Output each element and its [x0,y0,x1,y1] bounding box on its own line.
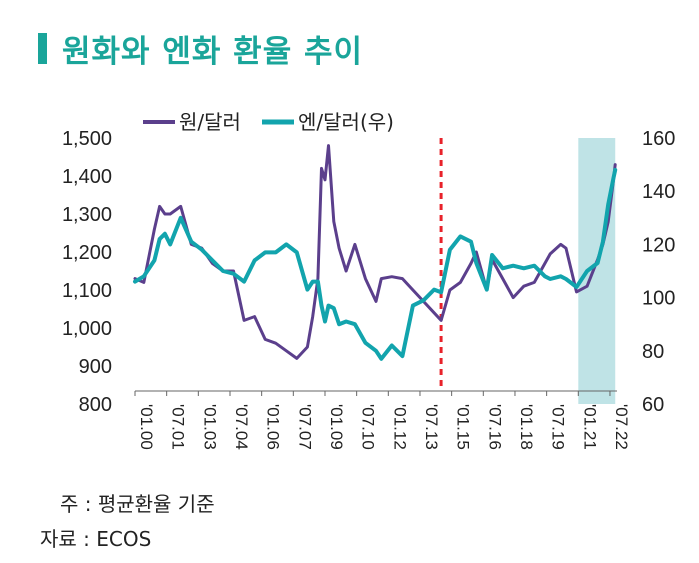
x-axis-tick-label: '07.01 [169,404,188,450]
right-axis-tick-label: 160 [642,128,675,150]
right-axis-tick-label: 80 [642,341,664,363]
x-axis-tick-label: '01.06 [264,404,283,450]
left-axis-tick-label: 1,200 [62,242,112,264]
left-axis-tick-label: 1,000 [62,318,112,340]
right-axis-tick-label: 60 [642,394,664,416]
left-axis-tick-label: 1,100 [62,280,112,302]
left-axis-tick-label: 1,300 [62,204,112,226]
legend-won-label: 원/달러 [179,110,241,134]
x-axis-tick-label: '07.22 [612,404,631,450]
x-axis-tick-label: '07.07 [295,404,314,450]
right-axis-tick-label: 140 [642,181,675,203]
x-axis-tick-label: '01.00 [137,404,156,450]
x-axis-tick-label: '01.12 [390,404,409,450]
shaded-period [578,138,616,404]
title-accent-bar [38,33,47,64]
footnote: 주 : 평균환율 기준 [60,492,215,516]
won-dollar-line [133,144,617,360]
x-axis-tick-label: '01.09 [327,404,346,450]
left-axis-tick-label: 1,500 [62,128,112,150]
x-axis-tick-label: '01.21 [580,404,599,450]
yen-dollar-line [133,167,618,361]
x-axis-tick-label: '07.19 [549,404,568,450]
x-axis-tick-label: '01.03 [200,404,219,450]
chart-title: 원화와 엔화 환율 추이 [62,34,364,70]
right-axis-tick-label: 100 [642,288,675,310]
left-axis-tick-label: 900 [79,356,112,378]
left-axis-tick-label: 1,400 [62,166,112,188]
right-axis-tick-label: 120 [642,234,675,256]
exchange-rate-chart: 1,500 1,400 1,300 1,200 1,100 1,000 900 800 160 1… [62,110,675,450]
x-axis-tick-label: '01.15 [454,404,473,450]
x-axis-tick-label: '07.16 [485,404,504,450]
x-axis-tick-label: '01.18 [517,404,536,450]
source-note: 자료 : ECOS [40,527,152,551]
legend-yen-label: 엔/달러(우) [298,110,394,134]
x-axis-tick-label: '07.10 [359,404,378,450]
left-axis-tick-label: 800 [79,394,112,416]
x-axis-tick-label: '07.13 [422,404,441,450]
x-axis-tick-label: '07.04 [232,404,251,450]
